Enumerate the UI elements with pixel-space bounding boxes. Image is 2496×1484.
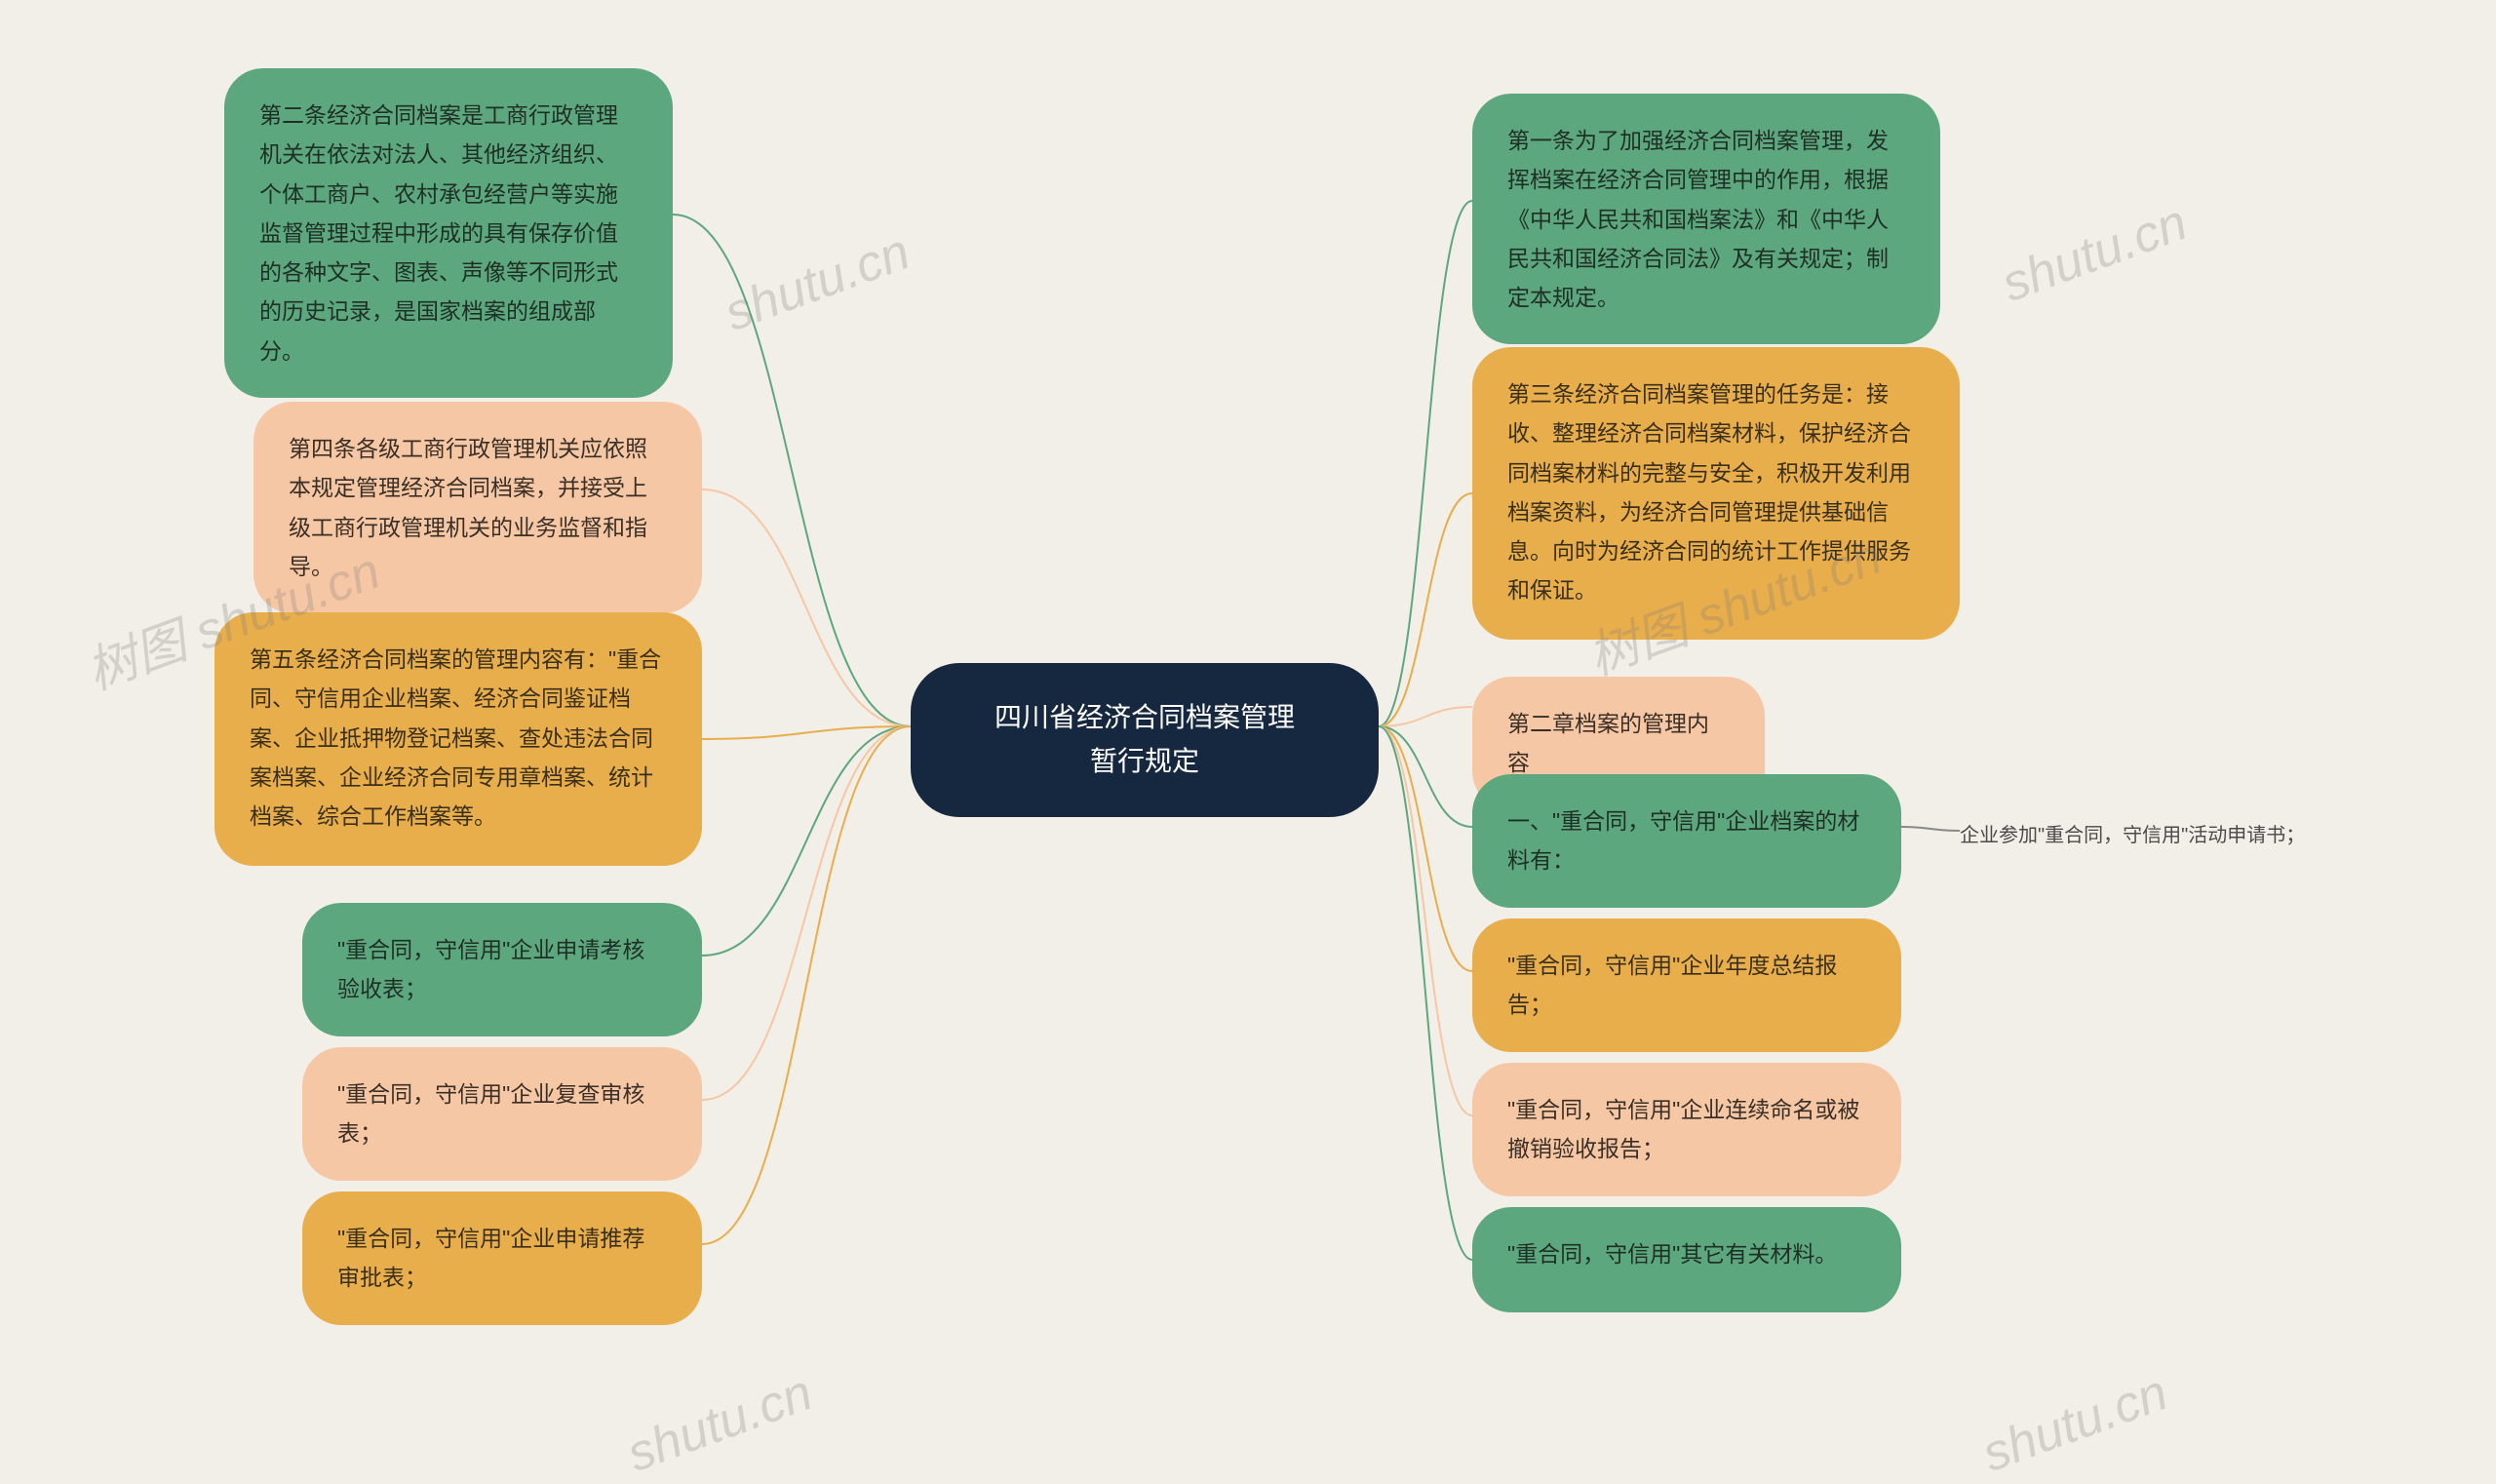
left-text-0: 第二条经济合同档案是工商行政管理机关在依法对法人、其他经济组织、个体工商户、农村…: [259, 102, 618, 364]
left-node-5: "重合同，守信用"企业申请推荐审批表；: [302, 1191, 702, 1325]
center-line1: 四川省经济合同档案管理: [994, 702, 1295, 732]
right-node-6: "重合同，守信用"其它有关材料。: [1472, 1207, 1901, 1312]
right-text-2: 第二章档案的管理内容: [1507, 711, 1709, 775]
left-node-1: 第四条各级工商行政管理机关应依照本规定管理经济合同档案，并接受上级工商行政管理机…: [254, 402, 702, 613]
left-text-3: "重合同，守信用"企业申请考核验收表；: [337, 937, 644, 1001]
right-node-0: 第一条为了加强经济合同档案管理，发挥档案在经济合同管理中的作用，根据《中华人民共…: [1472, 94, 1940, 344]
center-line2: 暂行规定: [1090, 746, 1199, 776]
left-text-2: 第五条经济合同档案的管理内容有："重合同、守信用企业档案、经济合同鉴证档案、企业…: [250, 646, 661, 829]
right-node-4: "重合同，守信用"企业年度总结报告；: [1472, 918, 1901, 1052]
watermark: shutu.cn: [1975, 1363, 2175, 1484]
right-text-0: 第一条为了加强经济合同档案管理，发挥档案在经济合同管理中的作用，根据《中华人民共…: [1507, 128, 1889, 310]
leaf-node-0: 企业参加"重合同，守信用"活动申请书；: [1960, 815, 2428, 851]
right-text-5: "重合同，守信用"企业连续命名或被撤销验收报告；: [1507, 1097, 1859, 1161]
right-text-4: "重合同，守信用"企业年度总结报告；: [1507, 953, 1837, 1017]
left-text-1: 第四条各级工商行政管理机关应依照本规定管理经济合同档案，并接受上级工商行政管理机…: [289, 436, 647, 579]
left-text-5: "重合同，守信用"企业申请推荐审批表；: [337, 1226, 644, 1290]
left-text-4: "重合同，守信用"企业复查审核表；: [337, 1081, 644, 1146]
right-node-1: 第三条经济合同档案管理的任务是：接收、整理经济合同档案材料，保护经济合同档案材料…: [1472, 347, 1960, 640]
left-node-2: 第五条经济合同档案的管理内容有："重合同、守信用企业档案、经济合同鉴证档案、企业…: [214, 612, 702, 866]
right-text-3: 一、"重合同，守信用"企业档案的材料有：: [1507, 808, 1859, 873]
watermark: shutu.cn: [1995, 193, 2195, 314]
left-node-0: 第二条经济合同档案是工商行政管理机关在依法对法人、其他经济组织、个体工商户、农村…: [224, 68, 673, 398]
right-text-1: 第三条经济合同档案管理的任务是：接收、整理经济合同档案材料，保护经济合同档案材料…: [1507, 381, 1911, 603]
right-node-3: 一、"重合同，守信用"企业档案的材料有：: [1472, 774, 1901, 908]
right-text-6: "重合同，守信用"其它有关材料。: [1507, 1241, 1837, 1267]
left-node-4: "重合同，守信用"企业复查审核表；: [302, 1047, 702, 1181]
watermark: shutu.cn: [718, 222, 917, 343]
leaf-text-0: 企业参加"重合同，守信用"活动申请书；: [1960, 825, 2305, 846]
right-node-5: "重合同，守信用"企业连续命名或被撤销验收报告；: [1472, 1063, 1901, 1196]
center-node: 四川省经济合同档案管理 暂行规定: [911, 663, 1379, 817]
watermark: shutu.cn: [620, 1363, 820, 1484]
left-node-3: "重合同，守信用"企业申请考核验收表；: [302, 903, 702, 1036]
